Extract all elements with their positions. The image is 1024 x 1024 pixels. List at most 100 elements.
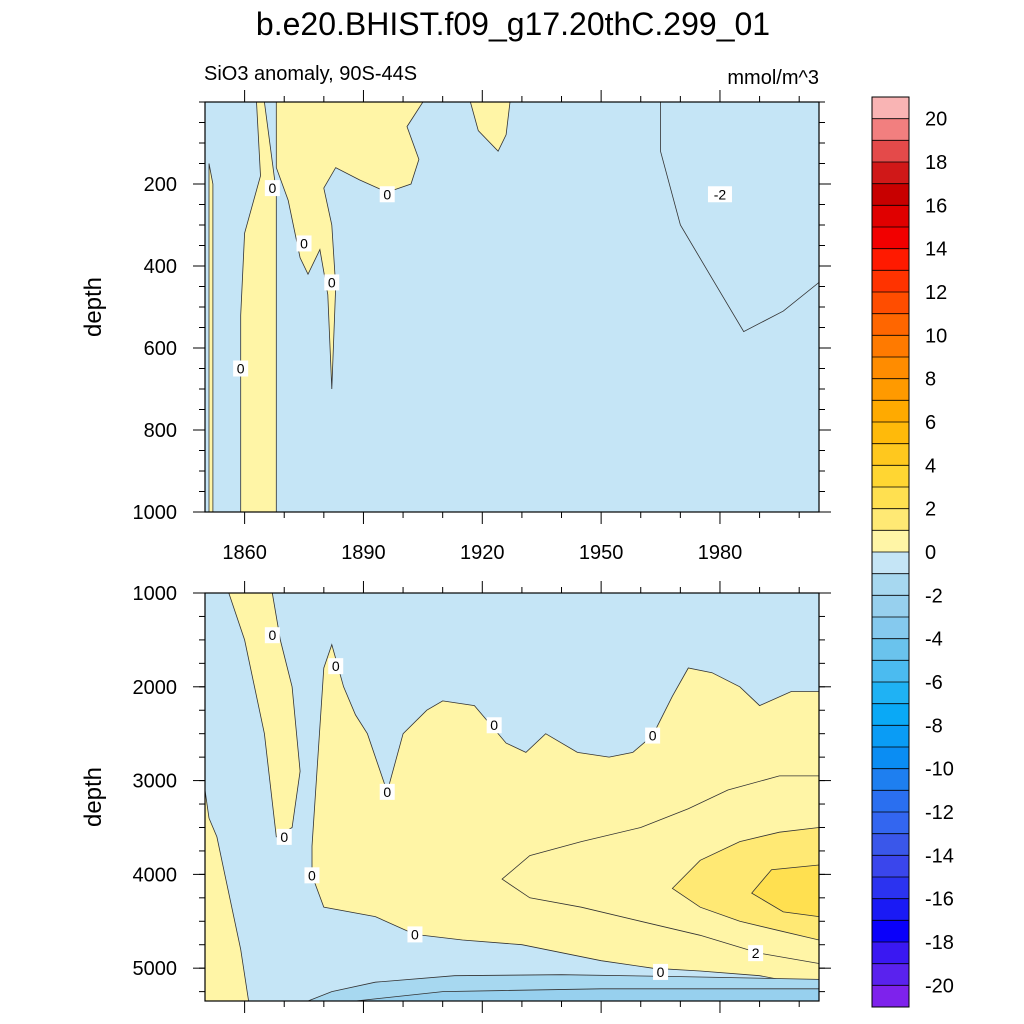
contour-label: 0 (300, 235, 308, 251)
contour-label: 0 (268, 180, 276, 196)
colorbar-swatch (872, 855, 909, 878)
colorbar-swatch (872, 595, 909, 618)
y-tick-label: 2000 (133, 677, 178, 699)
contour-label: 0 (383, 784, 391, 800)
chart-title: b.e20.BHIST.f09_g17.20thC.299_01 (256, 6, 770, 42)
colorbar-swatch (872, 248, 909, 271)
colorbar-swatch (872, 747, 909, 769)
contour-region (275, 102, 424, 390)
colorbar-swatch (872, 725, 909, 748)
colorbar-swatch (872, 118, 909, 141)
y-tick-label: 5000 (133, 958, 178, 980)
contour-label-bg (379, 186, 395, 203)
contour-label-bg (328, 658, 344, 675)
contour-label: 0 (328, 274, 336, 290)
contour-region (240, 102, 277, 512)
contour-label: -2 (714, 186, 727, 202)
colorbar-swatch (872, 617, 909, 639)
contour-label-bg (707, 186, 732, 203)
contour-region (205, 789, 250, 1001)
contour-region (751, 864, 819, 918)
contour-label: 0 (237, 361, 245, 377)
colorbar-swatch (872, 963, 909, 986)
contour-label: 0 (332, 658, 340, 674)
colorbar-label: 2 (925, 499, 936, 521)
y-tick-label: 4000 (133, 864, 178, 886)
colorbar-swatch (872, 162, 909, 184)
contour-label-bg (407, 926, 423, 943)
colorbar-swatch (872, 487, 909, 509)
colorbar-label: 10 (925, 325, 947, 347)
y-axis-label: depth (80, 767, 107, 827)
y-tick-label: 3000 (133, 771, 178, 793)
colorbar-swatch (872, 443, 909, 466)
y-axis-label: depth (80, 277, 107, 337)
bottom-panel: 0 0 0 0 0 0 0 0 0 2 1000 2000 3000 4000 5000 depth (80, 581, 831, 1013)
contour-label: 0 (649, 728, 657, 744)
colorbar-swatch (872, 660, 909, 683)
contour-label-bg (748, 945, 764, 962)
colorbar-swatch (872, 768, 909, 791)
colorbar-label: 8 (925, 369, 936, 391)
colorbar-swatch (872, 790, 909, 813)
contour-label-bg (379, 783, 395, 800)
colorbar-label: 0 (925, 542, 936, 564)
contour-region (355, 988, 819, 1001)
contour-label-bg (324, 274, 340, 291)
contour-label-bg (233, 360, 249, 377)
contour-region (208, 163, 214, 512)
contour-label: 0 (268, 627, 276, 643)
contour-label-bg (296, 235, 312, 252)
colorbar-frame (871, 96, 910, 1008)
colorbar-label: 16 (925, 195, 947, 217)
contour-label-bg (304, 867, 320, 884)
colorbar-swatch (872, 357, 909, 379)
contour-label: 0 (280, 829, 288, 845)
left-subtitle: SiO3 anomaly, 90S-44S (204, 63, 417, 85)
x-tick-label: 1890 (341, 542, 386, 564)
contour-label: 0 (411, 926, 419, 942)
x-tick-label: 1950 (579, 542, 624, 564)
colorbar-label: -12 (925, 802, 954, 824)
contour-label-bg (276, 828, 292, 845)
colorbar-label: -20 (925, 975, 954, 997)
colorbar-swatch (872, 552, 909, 574)
top-panel: 0 0 0 0 0 -2 1860 1890 1920 1950 1980 200 400 600 800 1… (80, 90, 831, 564)
colorbar-swatch (872, 920, 909, 943)
colorbar-swatch (872, 898, 909, 921)
y-tick-label: 600 (144, 338, 177, 360)
colorbar-swatch (872, 422, 909, 444)
colorbar-label: -6 (925, 672, 943, 694)
colorbar: 20181614121086420-2-4-6-8-10-12-14-16-18… (871, 96, 954, 1008)
colorbar-label: 14 (925, 239, 947, 261)
contour-label: 2 (752, 945, 760, 961)
y-tick-label: 1000 (133, 583, 178, 605)
colorbar-swatch (872, 313, 909, 336)
colorbar-swatch (872, 97, 909, 119)
colorbar-swatch (872, 140, 909, 163)
colorbar-swatch (872, 942, 909, 964)
colorbar-swatch (872, 985, 909, 1008)
contour-label-bg (645, 727, 661, 744)
y-tick-label: 400 (144, 256, 177, 278)
colorbar-swatch (872, 638, 909, 661)
colorbar-swatch (872, 378, 909, 401)
colorbar-label: 18 (925, 152, 947, 174)
y-tick-label: 1000 (133, 502, 178, 524)
colorbar-swatch (872, 703, 909, 726)
colorbar-swatch (872, 530, 909, 553)
colorbar-swatch (872, 508, 909, 531)
contour-label: 0 (490, 717, 498, 733)
x-tick-label: 1920 (460, 542, 505, 564)
contour-label: 0 (657, 964, 665, 980)
x-tick-label: 1980 (698, 542, 743, 564)
contour-region (469, 102, 511, 152)
colorbar-swatch (872, 270, 909, 293)
plot-frame (204, 592, 820, 1002)
colorbar-label: -4 (925, 629, 943, 651)
colorbar-swatch (872, 682, 909, 704)
colorbar-swatch (872, 833, 909, 856)
x-tick-label: 1860 (222, 542, 267, 564)
colorbar-label: -18 (925, 932, 954, 954)
